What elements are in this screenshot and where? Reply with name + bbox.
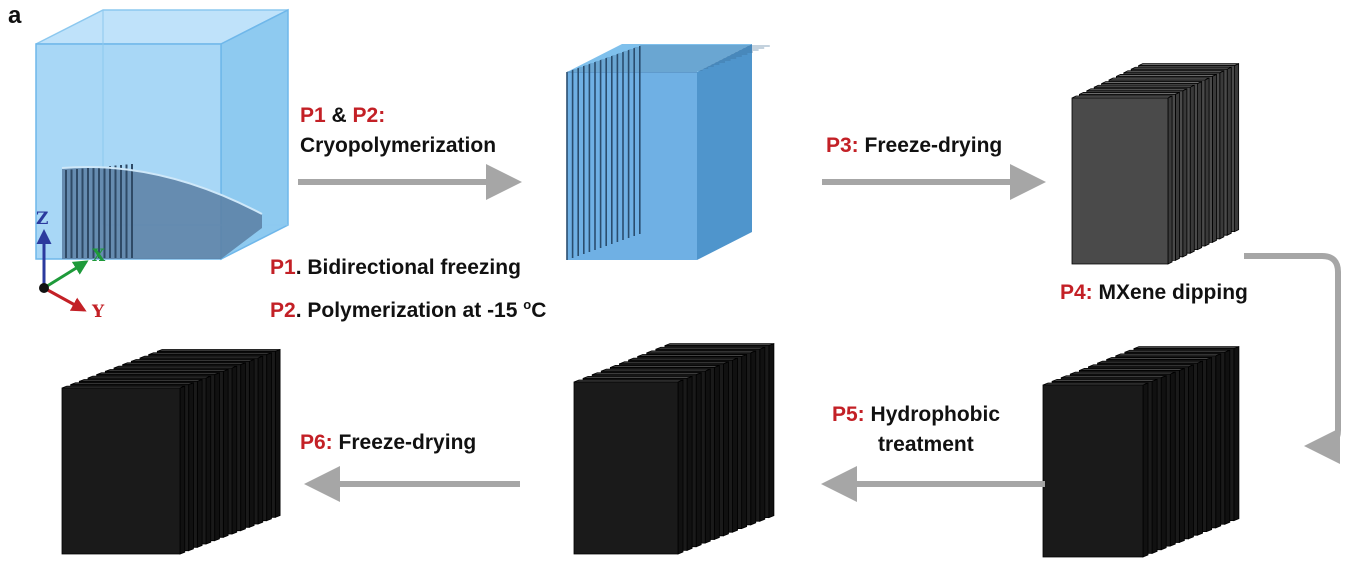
- step-p1-note: P1. Bidirectional freezing: [270, 256, 521, 279]
- step-p5-label-line2: treatment: [878, 433, 974, 456]
- panel-label: a: [8, 2, 22, 29]
- axis-x-label: X: [92, 246, 106, 266]
- step-p5-label: P5: Hydrophobic: [832, 403, 1001, 426]
- mxene-scaffold: [1042, 346, 1240, 558]
- step-p1p2-name: Cryopolymerization: [300, 134, 497, 157]
- axis-z-label: Z: [36, 209, 49, 229]
- step-p3-label: P3: Freeze-drying: [826, 134, 1003, 157]
- step-p6-label: P6: Freeze-drying: [300, 431, 477, 454]
- hydrophobic-scaffold: [573, 343, 775, 555]
- freezing-front-lamellae: [61, 164, 263, 259]
- final-aerogel: [61, 348, 281, 555]
- arrow-p4: [1244, 253, 1341, 464]
- hydrogel-cube: [566, 44, 770, 260]
- step-p1p2-label: P1 & P2:: [300, 104, 386, 127]
- step-p4-label: P4: MXene dipping: [1060, 281, 1248, 304]
- axis-y-label: Y: [92, 302, 105, 322]
- container-cube-frozen: [35, 8, 289, 261]
- freeze-dried-scaffold: [1071, 62, 1240, 265]
- step-p2-note: P2. Polymerization at -15 oC: [270, 297, 547, 322]
- coordinate-axes: [36, 229, 89, 312]
